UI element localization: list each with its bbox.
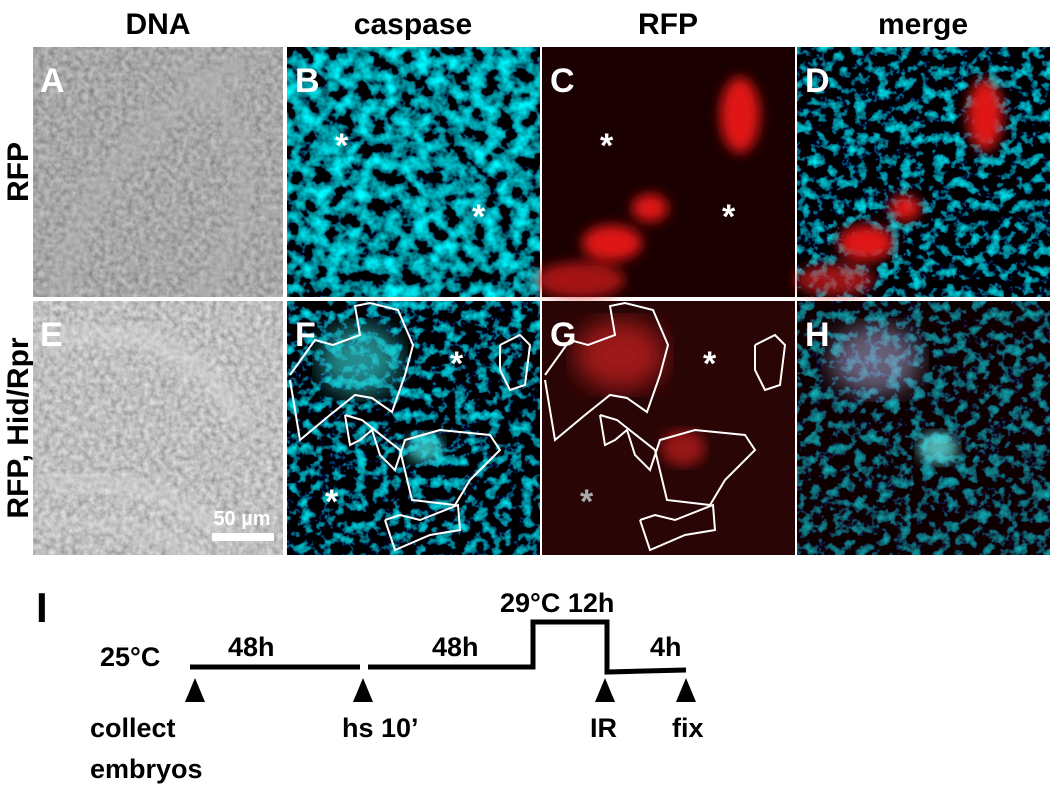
panel-letter: B	[295, 62, 320, 100]
event-label: embryos	[90, 754, 203, 784]
temperature-shift: 29°C 12h	[500, 588, 614, 618]
panel-letter: D	[805, 62, 830, 100]
panel-letter: H	[805, 316, 830, 354]
scale-bar	[212, 533, 274, 541]
asterisk: *	[325, 483, 339, 521]
panel-g	[542, 301, 795, 555]
column-header: RFP	[638, 8, 698, 41]
arrowheads	[185, 678, 696, 702]
asterisk: *	[580, 483, 594, 521]
scale-bar-label: 50 µm	[213, 508, 270, 530]
asterisk: *	[472, 198, 486, 236]
panel-letter: F	[295, 316, 316, 354]
panel-c	[535, 47, 795, 298]
panel-letter: E	[40, 316, 63, 354]
start-temp: 25°C	[100, 642, 160, 672]
asterisk: *	[703, 345, 717, 383]
panel-letter: G	[550, 316, 576, 354]
event-label: hs 10’	[342, 713, 419, 743]
panel-b	[287, 47, 540, 297]
row-label: RFP	[2, 142, 35, 202]
timeline	[190, 619, 687, 675]
panel-f	[287, 301, 540, 555]
duration: 48h	[228, 632, 275, 662]
asterisk: *	[335, 127, 349, 165]
panel-e	[33, 301, 283, 555]
column-header: DNA	[126, 8, 191, 41]
panel-letter: C	[550, 62, 575, 100]
event-label: fix	[672, 713, 704, 743]
row-label: RFP, Hid/Rpr	[2, 337, 35, 518]
asterisk: *	[722, 198, 736, 236]
event-label: collect	[90, 713, 176, 743]
asterisk: *	[600, 127, 614, 165]
duration: 48h	[432, 632, 479, 662]
panel-letter: I	[36, 584, 48, 631]
column-header: caspase	[354, 8, 472, 41]
asterisk: *	[450, 345, 464, 383]
column-header: merge	[878, 8, 968, 41]
panel-d	[795, 47, 1050, 297]
duration: 4h	[650, 632, 682, 662]
panel-letter: A	[40, 62, 65, 100]
event-label: IR	[590, 713, 617, 743]
panel-h	[797, 301, 1050, 555]
panel-a	[33, 47, 283, 297]
